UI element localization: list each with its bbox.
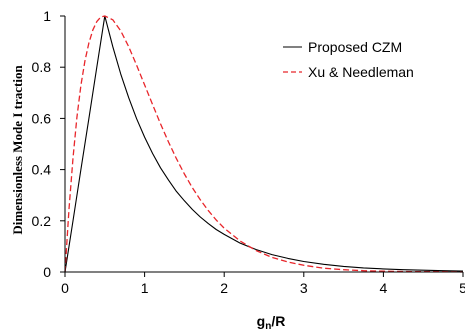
legend: Proposed CZM Xu & Needleman: [283, 39, 414, 80]
y-tick-label: 0.2: [32, 213, 52, 229]
x-axis-label: gn/R: [257, 313, 286, 331]
y-tick-label: 0: [43, 264, 51, 280]
x-tick-label: 3: [300, 280, 308, 296]
y-tick-label: 0.8: [32, 59, 52, 75]
x-tick-label: 2: [220, 280, 228, 296]
legend-label-proposed-czm: Proposed CZM: [308, 39, 402, 55]
x-tick-label: 0: [61, 280, 69, 296]
x-axis-label-subscript: n: [265, 321, 271, 331]
x-axis-ticks: 0 1 2 3 4 5: [61, 272, 465, 296]
plot-series: [64, 15, 464, 273]
y-axis-ticks: 0 0.2 0.4 0.6 0.8 1: [32, 8, 65, 280]
x-tick-label: 4: [380, 280, 388, 296]
series-line-proposed-czm: [64, 15, 464, 273]
y-axis-label: Dimensionless Mode I traction: [10, 65, 25, 235]
y-tick-label: 0.6: [32, 110, 52, 126]
x-axis-label-rest: /R: [271, 313, 285, 329]
x-tick-label: 1: [141, 280, 149, 296]
x-tick-label: 5: [459, 280, 465, 296]
y-tick-label: 1: [43, 8, 51, 24]
series-line-xu-needleman: [64, 15, 464, 273]
y-tick-label: 0.4: [32, 162, 52, 178]
legend-label-xu-needleman: Xu & Needleman: [308, 64, 414, 80]
x-axis-label-main: g: [257, 313, 266, 329]
